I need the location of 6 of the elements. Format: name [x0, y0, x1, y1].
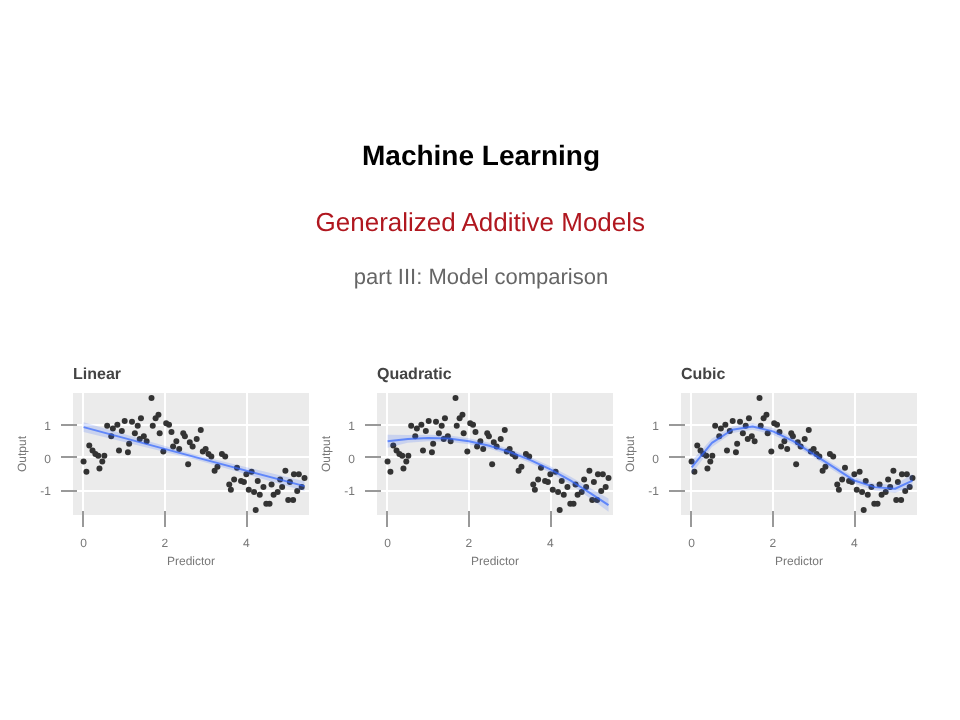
text: part III: Model comparison	[353, 265, 609, 290]
text: Generalized Additive Models	[315, 206, 647, 237]
chart-title: Linear	[73, 365, 122, 383]
chart-title: Quadratic	[377, 365, 453, 383]
text: Machine Learning	[361, 139, 601, 171]
chart-title: Cubic	[681, 365, 727, 383]
